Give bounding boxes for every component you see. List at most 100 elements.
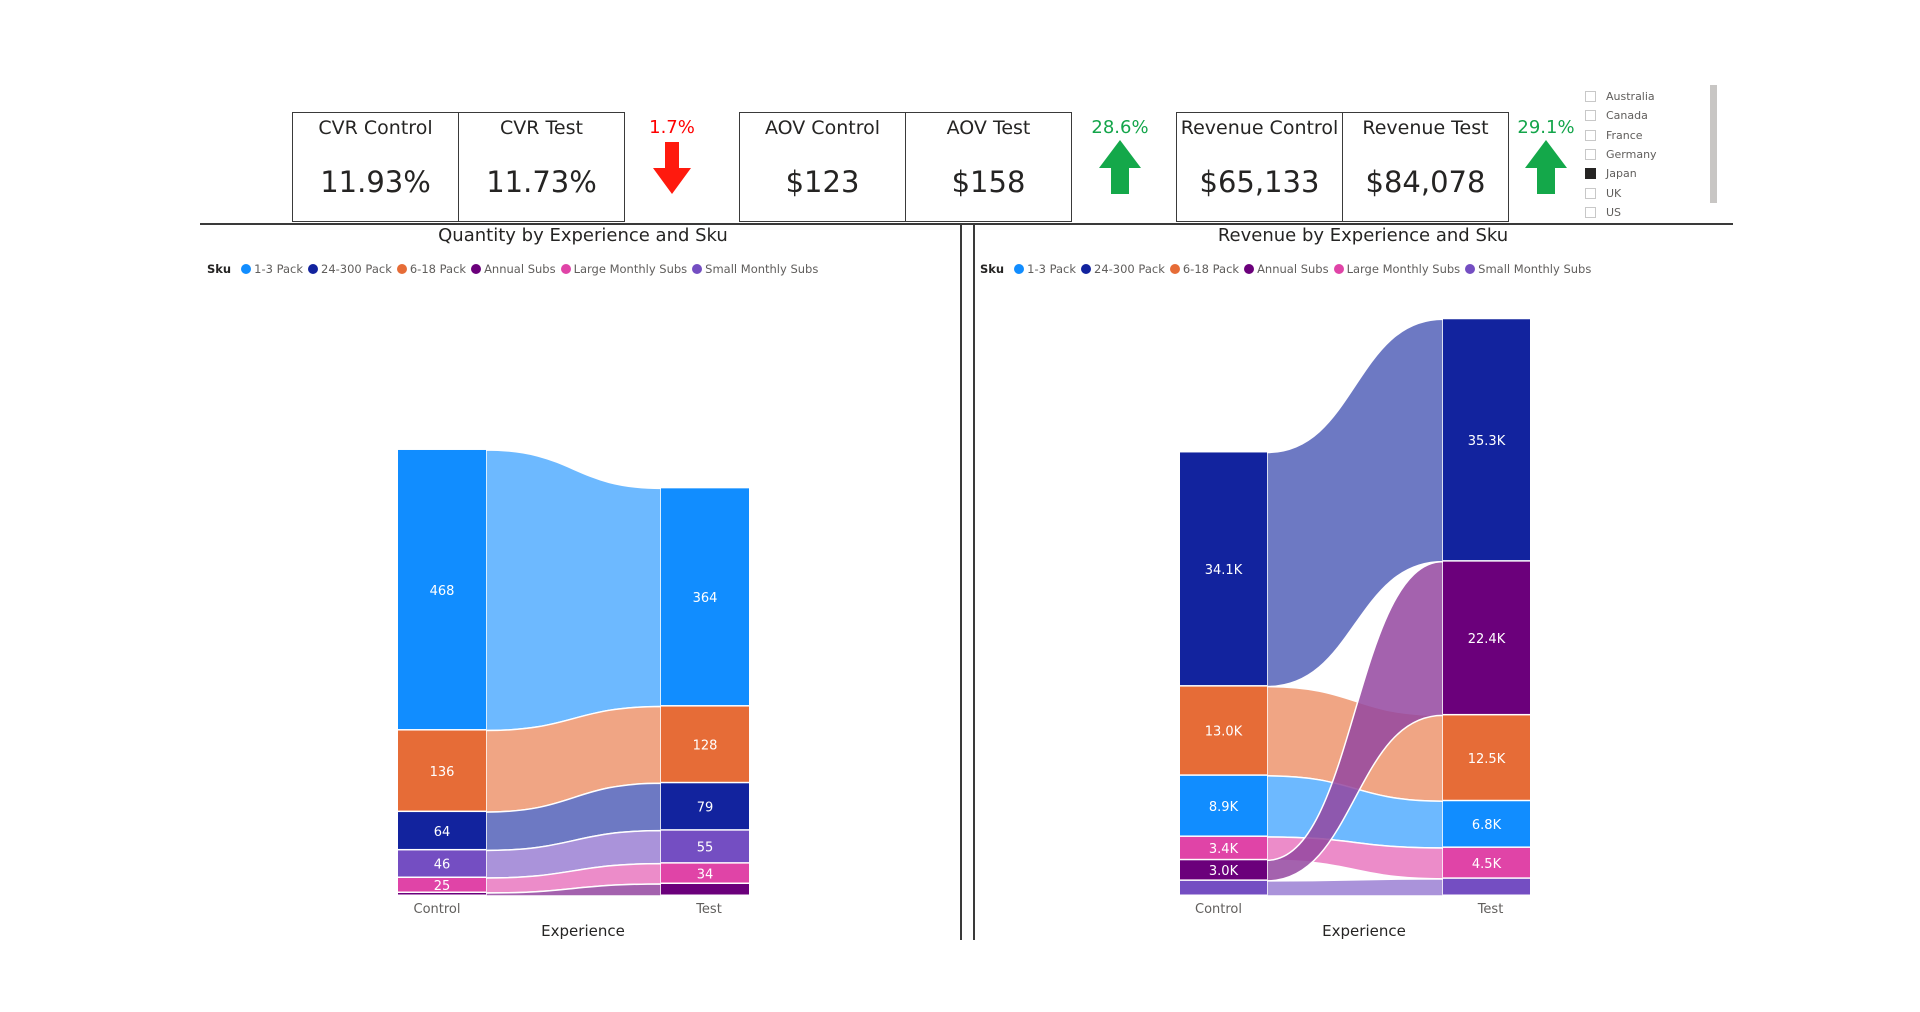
legend-label: Annual Subs bbox=[1257, 262, 1329, 276]
sankey-node[interactable] bbox=[661, 488, 749, 706]
legend-label: 1-3 Pack bbox=[1027, 262, 1077, 276]
sankey-node[interactable] bbox=[398, 449, 486, 730]
arrow-down-icon bbox=[653, 142, 691, 194]
data-label: 3.4K bbox=[1209, 842, 1239, 857]
slicer-item-label: Canada bbox=[1606, 109, 1648, 123]
legend-item[interactable]: Small Monthly Subs bbox=[692, 262, 818, 276]
sankey-node[interactable] bbox=[398, 850, 486, 877]
data-label: 34.1K bbox=[1205, 563, 1243, 578]
slicer-item-label: France bbox=[1606, 128, 1643, 142]
legend-label: Annual Subs bbox=[484, 262, 556, 276]
sankey-node[interactable] bbox=[1180, 775, 1267, 836]
x-tick-label: Test bbox=[1477, 902, 1504, 917]
legend-item[interactable]: 1-3 Pack bbox=[1014, 262, 1076, 276]
legend-dot-icon bbox=[692, 264, 703, 274]
data-label: 4.5K bbox=[1472, 857, 1502, 872]
slicer-item[interactable]: UK bbox=[1585, 183, 1657, 202]
sankey-link[interactable] bbox=[1266, 878, 1444, 897]
checkbox-icon[interactable] bbox=[1585, 110, 1596, 122]
slicer-item[interactable]: US bbox=[1585, 203, 1657, 222]
data-label: 8.9K bbox=[1209, 800, 1239, 815]
delta-percent: 29.1% bbox=[1517, 117, 1575, 138]
kpi-label: AOV Control bbox=[764, 117, 880, 139]
revenue-delta: 29.1% bbox=[1501, 117, 1591, 202]
slicer-item[interactable]: Australia bbox=[1585, 87, 1657, 106]
sankey-node[interactable] bbox=[1180, 860, 1267, 880]
legend-item[interactable]: Large Monthly Subs bbox=[1333, 262, 1460, 276]
panel-divider-left bbox=[960, 223, 962, 940]
sankey-link[interactable] bbox=[485, 883, 662, 897]
sankey-node[interactable] bbox=[1180, 686, 1267, 775]
checkbox-icon[interactable] bbox=[1585, 206, 1596, 218]
checkbox-checked-icon[interactable] bbox=[1585, 168, 1596, 180]
legend-dot-icon bbox=[308, 264, 319, 274]
legend-item[interactable]: Large Monthly Subs bbox=[560, 262, 688, 276]
delta-percent: 28.6% bbox=[1091, 117, 1149, 138]
sankey-node[interactable] bbox=[1180, 836, 1267, 859]
sankey-link[interactable] bbox=[1266, 560, 1444, 882]
x-tick-label: Control bbox=[414, 902, 461, 917]
legend-item[interactable]: 6-18 Pack bbox=[396, 262, 466, 276]
checkbox-icon[interactable] bbox=[1585, 91, 1596, 103]
slicer-item[interactable]: Canada bbox=[1585, 106, 1657, 125]
legend-dot-icon bbox=[1333, 264, 1344, 274]
legend-item[interactable]: 24-300 Pack bbox=[1081, 262, 1165, 276]
kpi-value: $84,078 bbox=[1365, 165, 1486, 199]
legend-label: 1-3 Pack bbox=[254, 262, 304, 276]
sankey-node[interactable] bbox=[1443, 878, 1530, 895]
sankey-node[interactable] bbox=[1443, 715, 1530, 800]
legend-item[interactable]: Annual Subs bbox=[471, 262, 556, 276]
legend-dot-icon bbox=[241, 264, 252, 274]
sankey-node[interactable] bbox=[661, 706, 749, 782]
slicer-item[interactable]: Germany bbox=[1585, 145, 1657, 164]
sankey-node[interactable] bbox=[661, 783, 749, 830]
slicer-scrollbar[interactable] bbox=[1710, 85, 1717, 203]
slicer-item[interactable]: Japan bbox=[1585, 164, 1657, 183]
data-label: 64 bbox=[434, 825, 451, 840]
kpi-label: AOV Test bbox=[946, 117, 1031, 139]
legend-dot-icon bbox=[1169, 264, 1180, 274]
checkbox-icon[interactable] bbox=[1585, 187, 1596, 199]
sankey-node[interactable] bbox=[398, 730, 486, 811]
data-label: 22.4K bbox=[1468, 632, 1506, 647]
arrow-up-icon bbox=[1099, 140, 1141, 194]
legend-item[interactable]: Small Monthly Subs bbox=[1465, 262, 1591, 276]
country-slicer[interactable]: Australia Canada France Germany Japan UK US bbox=[1585, 87, 1657, 222]
legend-item[interactable]: 24-300 Pack bbox=[308, 262, 392, 276]
checkbox-icon[interactable] bbox=[1585, 129, 1596, 141]
aov-delta: 28.6% bbox=[1075, 117, 1165, 202]
slicer-item[interactable]: France bbox=[1585, 126, 1657, 145]
legend-dot-icon bbox=[1465, 264, 1476, 274]
kpi-label: Revenue Test bbox=[1362, 117, 1489, 139]
sankey-node[interactable] bbox=[1443, 319, 1530, 561]
checkbox-icon[interactable] bbox=[1585, 149, 1596, 161]
data-label: 13.0K bbox=[1205, 725, 1243, 740]
sankey-node[interactable] bbox=[1443, 561, 1530, 714]
sankey-node[interactable] bbox=[398, 878, 486, 892]
legend-item[interactable]: Annual Subs bbox=[1244, 262, 1329, 276]
revenue-chart-title: Revenue by Experience and Sku bbox=[1217, 225, 1509, 246]
legend-item[interactable]: 6-18 Pack bbox=[1169, 262, 1239, 276]
legend-label: Large Monthly Subs bbox=[573, 262, 688, 276]
kpi-value: $123 bbox=[785, 165, 860, 199]
data-label: 6.8K bbox=[1472, 818, 1502, 833]
sankey-node[interactable] bbox=[661, 884, 749, 895]
legend-item[interactable]: 1-3 Pack bbox=[241, 262, 303, 276]
sankey-node[interactable] bbox=[1443, 801, 1530, 847]
sankey-link[interactable] bbox=[485, 449, 662, 732]
legend-dot-icon bbox=[396, 264, 407, 274]
sankey-node[interactable] bbox=[661, 863, 749, 883]
quantity-legend: Sku 1-3 Pack 24-300 Pack 6-18 Pack Annual Su… bbox=[207, 262, 823, 276]
sankey-node[interactable] bbox=[398, 812, 486, 849]
quantity-chart-title: Quantity by Experience and Sku bbox=[438, 225, 728, 246]
sankey-node[interactable] bbox=[1180, 880, 1267, 895]
revenue-legend: Sku 1-3 Pack 24-300 Pack 6-18 Pack Annual Su… bbox=[980, 262, 1596, 276]
x-axis-title: Experience bbox=[1322, 922, 1406, 940]
cvr-test-card: CVR Test 11.73% bbox=[458, 112, 625, 222]
sankey-node[interactable] bbox=[1180, 452, 1267, 686]
data-label: 25 bbox=[434, 879, 451, 894]
sankey-node[interactable] bbox=[398, 893, 486, 895]
sankey-node[interactable] bbox=[1443, 847, 1530, 878]
sankey-node[interactable] bbox=[661, 830, 749, 863]
